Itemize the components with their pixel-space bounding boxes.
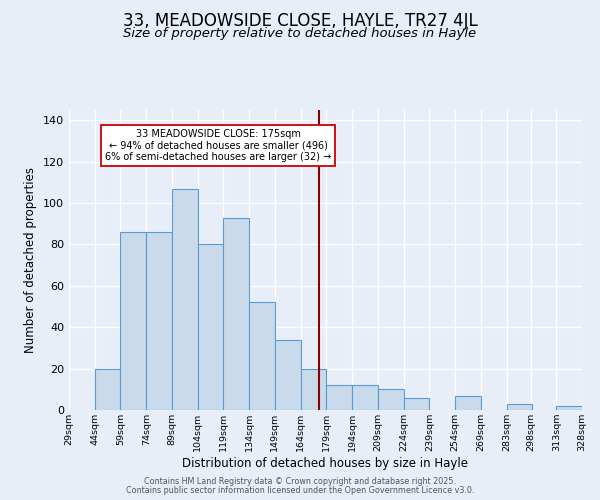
Bar (506, 404, 532, 410)
Bar (582, 404, 600, 410)
Bar (275, 340, 301, 410)
Bar (146, 232, 172, 410)
Bar (197, 244, 223, 410)
Bar (223, 218, 249, 410)
Text: Contains HM Land Registry data © Crown copyright and database right 2025.: Contains HM Land Registry data © Crown c… (144, 477, 456, 486)
Bar (121, 232, 146, 410)
Text: 33 MEADOWSIDE CLOSE: 175sqm
← 94% of detached houses are smaller (496)
6% of sem: 33 MEADOWSIDE CLOSE: 175sqm ← 94% of det… (105, 128, 331, 162)
Bar (172, 188, 197, 410)
Y-axis label: Number of detached properties: Number of detached properties (25, 167, 37, 353)
Text: Contains public sector information licensed under the Open Government Licence v3: Contains public sector information licen… (126, 486, 474, 495)
Bar (95, 368, 121, 410)
Bar (556, 406, 582, 410)
Bar (404, 398, 430, 410)
Bar (378, 390, 404, 410)
Bar (301, 368, 326, 410)
Bar (352, 385, 378, 410)
Bar (326, 385, 352, 410)
Bar (249, 302, 275, 410)
X-axis label: Distribution of detached houses by size in Hayle: Distribution of detached houses by size … (182, 457, 469, 470)
Text: Size of property relative to detached houses in Hayle: Size of property relative to detached ho… (124, 28, 476, 40)
Text: 33, MEADOWSIDE CLOSE, HAYLE, TR27 4JL: 33, MEADOWSIDE CLOSE, HAYLE, TR27 4JL (122, 12, 478, 30)
Bar (455, 396, 481, 410)
